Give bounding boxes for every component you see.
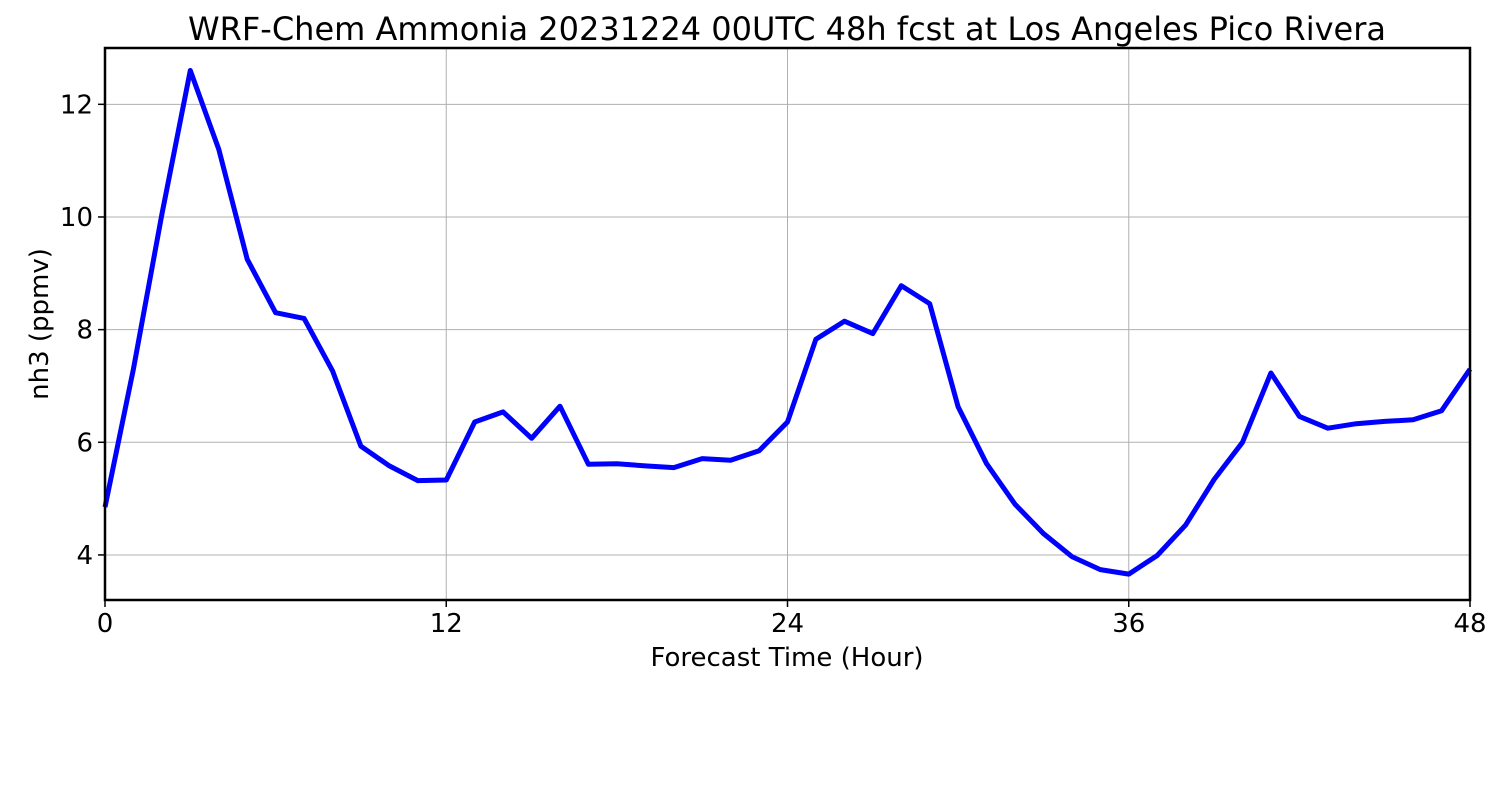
y-tick-label: 12 bbox=[60, 90, 93, 120]
x-axis-label: Forecast Time (Hour) bbox=[650, 643, 923, 673]
y-tick-label: 4 bbox=[76, 541, 93, 571]
y-tick-label: 6 bbox=[76, 428, 93, 458]
y-tick-label: 10 bbox=[60, 203, 93, 233]
x-tick-label: 24 bbox=[771, 609, 804, 639]
series-line bbox=[102, 68, 1473, 577]
x-tick-label: 36 bbox=[1112, 609, 1145, 639]
y-axis-label: nh3 (ppmv) bbox=[25, 248, 55, 400]
x-tick-label: 12 bbox=[430, 609, 463, 639]
ticks: 0 12 24 36 48 4 6 8 10 12 bbox=[60, 90, 1487, 639]
series-layer bbox=[102, 68, 1473, 577]
chart-title: WRF-Chem Ammonia 20231224 00UTC 48h fcst… bbox=[188, 10, 1386, 48]
x-tick-label: 0 bbox=[97, 609, 114, 639]
y-tick-label: 8 bbox=[76, 316, 93, 346]
x-tick-label: 48 bbox=[1453, 609, 1486, 639]
